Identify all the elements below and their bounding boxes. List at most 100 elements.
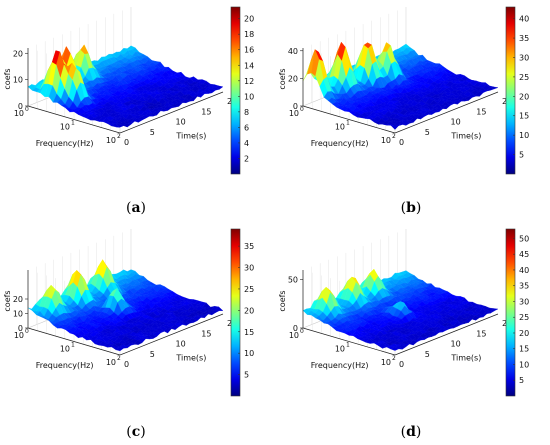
- z-tick-label: 20: [288, 74, 298, 83]
- colorbar-tick-label: 12: [244, 77, 254, 86]
- panel-d: 050coefs100101102Frequency(Hz)05101520Ti…: [275, 222, 550, 444]
- freq-tick-exponent: 2: [392, 133, 396, 140]
- surface: [27, 259, 224, 352]
- colorbar-gradient: [505, 228, 516, 397]
- colorbar-tick-label: 15: [519, 345, 529, 354]
- z-tick-label: 0: [18, 102, 23, 111]
- freq-axis-line: [27, 327, 121, 356]
- surface: [302, 268, 499, 351]
- freq-tick-label: 10: [381, 136, 391, 145]
- time-axis-line: [394, 91, 499, 134]
- z-tick-label: 50: [288, 276, 298, 285]
- surface-patch: [115, 347, 125, 352]
- freq-axis-label: Frequency(Hz): [36, 361, 94, 370]
- z-tick-label: 0: [293, 102, 298, 111]
- panel-a: 01020coefs100101102Frequency(Hz)05101520…: [0, 0, 275, 222]
- freq-axis-label: Frequency(Hz): [311, 361, 369, 370]
- panel-b: 02040coefs100101102Frequency(Hz)05101520…: [275, 0, 550, 222]
- freq-tick-exponent: 2: [117, 133, 121, 140]
- colorbar-tick-label: 20: [519, 92, 529, 101]
- colorbar-gradient: [230, 6, 241, 175]
- caption-b: (b): [400, 200, 422, 216]
- surface-chart: 01020coefs100101102Frequency(Hz)05101520…: [3, 6, 254, 175]
- colorbar-tick-label: 4: [244, 139, 249, 148]
- colorbar-tick-label: 6: [244, 123, 249, 132]
- time-tick-label: 15: [476, 329, 486, 338]
- z-tick-label: 0: [293, 324, 298, 333]
- colorbar-tick-label: 14: [244, 61, 254, 70]
- colorbar-tick-label: 16: [244, 46, 254, 55]
- colorbar-tick-label: 10: [244, 92, 254, 101]
- colorbar-tick-label: 2: [244, 154, 249, 163]
- surface-chart: 050coefs100101102Frequency(Hz)05101520Ti…: [278, 228, 529, 397]
- colorbar-tick-label: 40: [519, 266, 529, 275]
- freq-tick-exponent: 0: [25, 328, 29, 335]
- caption-a: (a): [125, 200, 146, 216]
- colorbar-tick-label: 10: [519, 360, 529, 369]
- colorbar-tick-label: 35: [519, 34, 529, 43]
- surface: [302, 41, 499, 130]
- panel-c: 01020coefs100101102Frequency(Hz)05101520…: [0, 222, 275, 444]
- time-tick-label: 5: [425, 350, 430, 359]
- freq-tick-label: 10: [14, 109, 24, 118]
- freq-tick-label: 10: [106, 136, 116, 145]
- surface-patch: [115, 125, 124, 128]
- freq-tick-label: 10: [14, 331, 24, 340]
- colorbar-tick-label: 8: [244, 108, 249, 117]
- freq-tick-exponent: 1: [346, 342, 350, 349]
- surface-patch: [390, 346, 400, 351]
- colorbar-tick-label: 45: [519, 250, 529, 259]
- time-tick-label: 5: [150, 128, 155, 137]
- time-axis-line: [119, 313, 224, 356]
- colorbar: 2 4 6 8 10 12 14 16 18 20: [230, 6, 254, 175]
- freq-axis-line: [302, 327, 396, 356]
- freq-tick-exponent: 0: [300, 328, 304, 335]
- time-axis-line: [119, 91, 224, 134]
- time-axis-label: Time(s): [175, 132, 206, 141]
- freq-axis-label: Frequency(Hz): [36, 139, 94, 148]
- colorbar-tick-label: 25: [244, 285, 254, 294]
- time-tick-label: 10: [176, 340, 186, 349]
- freq-tick-label: 10: [289, 109, 299, 118]
- colorbar-tick-label: 5: [244, 371, 249, 380]
- colorbar-gradient: [505, 6, 516, 175]
- time-tick-label: 15: [201, 107, 211, 116]
- colorbar-tick-label: 30: [519, 297, 529, 306]
- z-tick-label: 10: [13, 76, 23, 85]
- z-tick-label: 0: [18, 324, 23, 333]
- time-tick-label: 0: [399, 138, 404, 147]
- freq-tick-exponent: 1: [71, 342, 75, 349]
- time-tick-label: 5: [425, 128, 430, 137]
- colorbar-tick-label: 20: [519, 329, 529, 338]
- colorbar: 5 10 15 20 25 30 35 40 45 50: [505, 228, 529, 397]
- time-tick-label: 0: [399, 360, 404, 369]
- colorbar-tick-label: 30: [244, 264, 254, 273]
- time-tick-label: 10: [451, 340, 461, 349]
- caption-d: (d): [400, 424, 422, 440]
- colorbar-gradient: [230, 228, 241, 397]
- freq-tick-label: 10: [60, 123, 70, 132]
- time-tick-label: 0: [124, 138, 129, 147]
- z-axis-label: coefs: [278, 290, 287, 311]
- freq-tick-label: 10: [381, 358, 391, 367]
- surface-chart: 01020coefs100101102Frequency(Hz)05101520…: [3, 228, 254, 397]
- freq-axis-line: [27, 105, 121, 134]
- time-tick-label: 10: [176, 118, 186, 127]
- colorbar-tick-label: 20: [244, 306, 254, 315]
- z-tick-label: 20: [13, 295, 23, 304]
- colorbar-tick-label: 18: [244, 30, 254, 39]
- time-tick-label: 5: [150, 350, 155, 359]
- surface-patch: [390, 125, 400, 130]
- time-tick-label: 15: [201, 329, 211, 338]
- freq-tick-label: 10: [60, 345, 70, 354]
- freq-tick-exponent: 2: [392, 355, 396, 362]
- freq-axis-label: Frequency(Hz): [311, 139, 369, 148]
- colorbar-tick-label: 40: [519, 15, 529, 24]
- z-axis-label: coefs: [278, 68, 287, 89]
- colorbar-tick-label: 50: [519, 234, 529, 243]
- z-axis-label: coefs: [3, 68, 12, 89]
- z-tick-label: 20: [13, 49, 23, 58]
- colorbar-tick-label: 5: [519, 376, 524, 385]
- freq-tick-label: 10: [335, 345, 345, 354]
- front-axes: 01020coefs100101102Frequency(Hz)05101520…: [3, 48, 237, 148]
